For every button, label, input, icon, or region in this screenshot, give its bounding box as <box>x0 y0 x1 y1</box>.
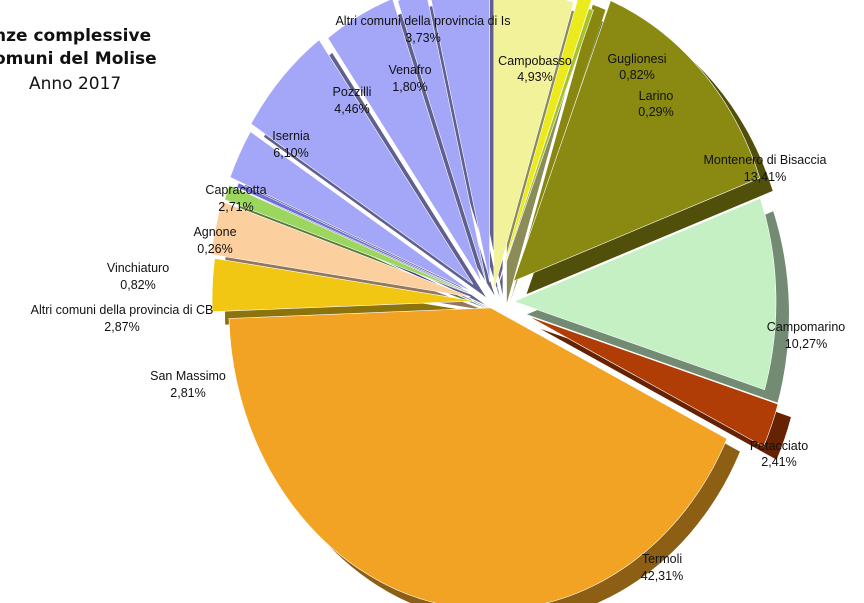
pie-slice-15 <box>397 0 488 285</box>
slice-name-label: Larino <box>639 89 674 103</box>
slice-value-label: 13,41% <box>744 170 786 184</box>
slice-value-label: 42,31% <box>641 569 683 583</box>
pie-slice-1 <box>493 0 575 291</box>
slice-name-label: Montenero di Bisaccia <box>704 153 827 167</box>
pie-slice-12 <box>229 131 473 293</box>
slice-name-label: Campobasso <box>498 54 572 68</box>
slice-name-label: Capracotta <box>205 183 266 197</box>
pie-slice-16 <box>430 0 490 283</box>
pie-slice-6 <box>527 315 779 448</box>
pie-slice-13 <box>250 39 474 285</box>
pie-slice-11 <box>236 182 481 298</box>
pie-slice-3 <box>496 7 594 291</box>
pie-slice-5 <box>513 197 777 391</box>
slice-name-label: Agnone <box>193 225 236 239</box>
pie-slice-9 <box>210 201 471 298</box>
slice-name-label: Vinchiaturo <box>107 261 169 275</box>
slice-value-label: 6,10% <box>273 146 308 160</box>
slice-value-label: 2,41% <box>761 455 796 469</box>
slice-value-label: 0,29% <box>638 105 673 119</box>
slice-value-label: 0,82% <box>120 278 155 292</box>
slice-name-label: San Massimo <box>150 369 226 383</box>
slice-name-label: Altri comuni della provincia di CB <box>31 303 214 317</box>
chart-title-line-3: Anno 2017 <box>29 74 122 94</box>
slice-name-label: Petacciato <box>750 439 808 453</box>
slice-name-label: Guglionesi <box>607 52 666 66</box>
pie-slice-10 <box>224 184 474 296</box>
pie-slice-4 <box>513 0 761 282</box>
chart-title-line-1: nze complessive <box>0 26 152 46</box>
slice-name-label: Termoli <box>642 552 682 566</box>
slice-name-label: Altri comuni della provincia di Is <box>335 14 510 28</box>
slice-value-label: 1,80% <box>392 80 427 94</box>
pie-slice-7 <box>228 307 728 603</box>
slice-name-label: Isernia <box>272 129 310 143</box>
chart-title-line-2: omuni del Molise <box>0 49 157 69</box>
slice-value-label: 2,81% <box>170 386 205 400</box>
pie-slice-8 <box>211 258 475 312</box>
slice-value-label: 0,26% <box>197 242 232 256</box>
slice-value-label: 2,87% <box>104 320 139 334</box>
slice-value-label: 4,46% <box>334 102 369 116</box>
slice-value-label: 0,82% <box>619 68 654 82</box>
pie-slice-14 <box>327 0 482 283</box>
slice-value-label: 4,93% <box>517 70 552 84</box>
slice-name-label: Pozzilli <box>333 85 372 99</box>
slice-value-label: 3,73% <box>405 31 440 45</box>
slice-name-label: Venafro <box>388 63 431 77</box>
slice-value-label: 10,27% <box>785 337 827 351</box>
slice-name-label: Campomarino <box>767 320 846 334</box>
slice-value-label: 2,71% <box>218 200 253 214</box>
